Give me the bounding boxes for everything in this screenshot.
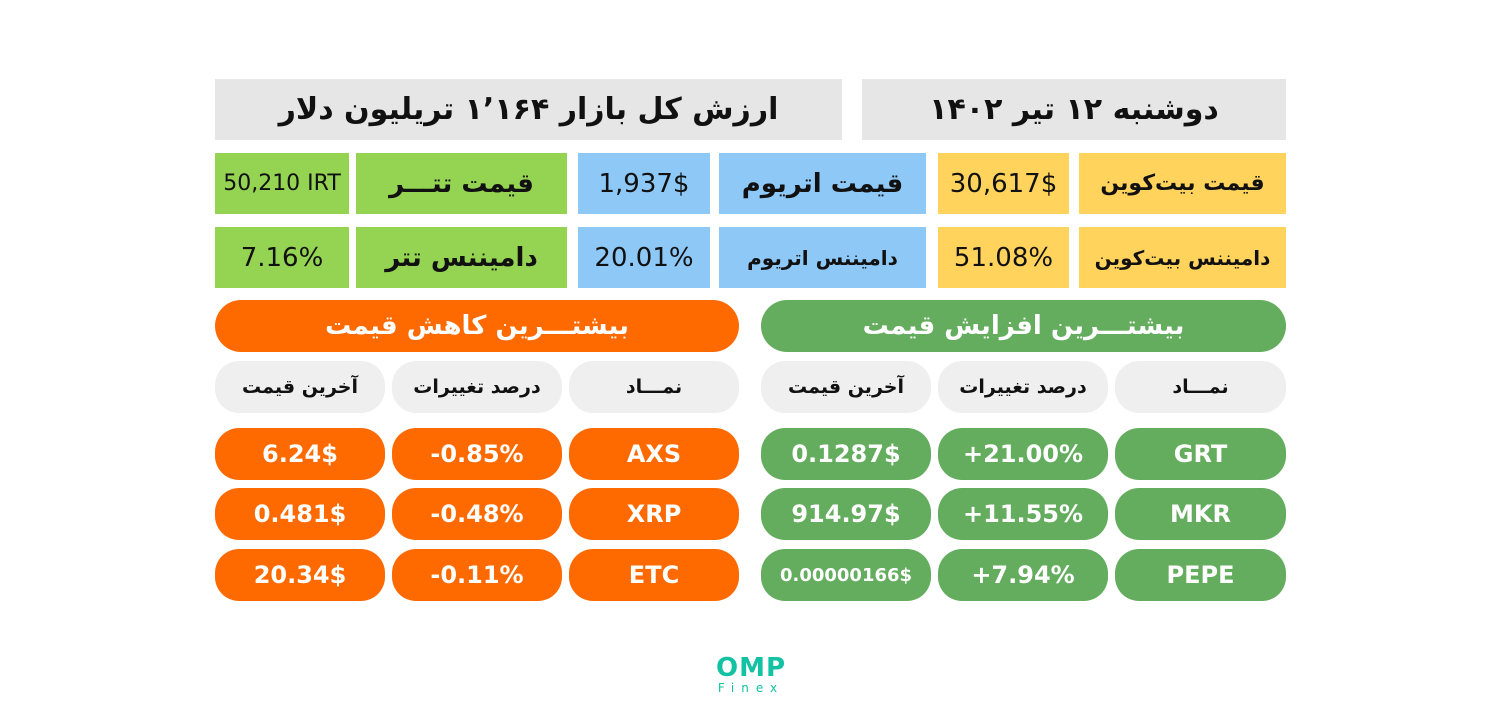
gainers-row-1-change: +21.00% [938,428,1108,480]
tether-dominance-label: دامیننس تتر [385,242,538,273]
losers-row-2-symbol-text: XRP [626,500,682,528]
gainers-row-1-price-text: 0.1287$ [791,440,901,468]
eth-price-value-box: 1,937$ [578,153,710,214]
logo-sub: Finex [717,681,785,695]
gainers-row-2-change-text: +11.55% [962,500,1084,528]
gainers-row-3-change-text: +7.94% [971,561,1075,589]
gainers-header-change-text: درصد تغییرات [959,376,1087,398]
losers-row-1-price: 6.24$ [215,428,385,480]
market-cap-header: ارزش کل بازار ۱٬۱۶۴ تریلیون دلار [215,79,842,140]
tether-price-label: قیمت تتـــر [389,168,534,199]
gainers-row-3-price: 0.00000166$ [761,549,931,601]
btc-dominance-value-box: 51.08% [938,227,1069,288]
eth-dominance-value: 20.01% [594,242,694,273]
eth-price-label-box: قیمت اتریوم [719,153,926,214]
losers-row-1-symbol-text: AXS [626,440,682,468]
losers-title: بیشتـــرین کاهش قیمت [215,300,739,352]
losers-row-1-change: -0.85% [392,428,562,480]
gainers-row-2-symbol: MKR [1115,488,1286,540]
gainers-row-3-price-text: 0.00000166$ [779,564,913,586]
losers-header-change: درصد تغییرات [392,361,562,413]
date-header: دوشنبه ۱۲ تیر ۱۴۰۲ [862,79,1286,140]
btc-dominance-label-box: دامیننس بیت‌کوین [1079,227,1286,288]
eth-dominance-label: دامیننس اتریوم [747,245,898,270]
losers-header-price-text: آخرین قیمت [242,376,358,398]
gainers-row-2-symbol-text: MKR [1170,500,1231,528]
gainers-row-3-change: +7.94% [938,549,1108,601]
eth-dominance-value-box: 20.01% [578,227,710,288]
losers-row-3-symbol: ETC [569,549,739,601]
gainers-title-text: بیشتـــرین افزایش قیمت [862,311,1185,341]
losers-row-2-symbol: XRP [569,488,739,540]
losers-header-symbol-text: نمـــاد [625,376,683,398]
gainers-row-1-change-text: +21.00% [962,440,1084,468]
tether-dominance-value: 7.16% [240,242,324,273]
losers-row-2-change: -0.48% [392,488,562,540]
losers-header-price: آخرین قیمت [215,361,385,413]
losers-row-1-change-text: -0.85% [430,440,524,468]
btc-price-value: 30,617$ [949,168,1058,199]
gainers-row-1-price: 0.1287$ [761,428,931,480]
losers-row-1-symbol: AXS [569,428,739,480]
btc-price-label-box: قیمت بیت‌کوین [1079,153,1286,214]
btc-price-label: قیمت بیت‌کوین [1100,171,1265,196]
losers-row-1-price-text: 6.24$ [262,440,338,468]
losers-row-2-price-text: 0.481$ [253,500,347,528]
losers-title-text: بیشتـــرین کاهش قیمت [325,311,629,341]
losers-header-change-text: درصد تغییرات [413,376,541,398]
gainers-row-3-symbol-text: PEPE [1166,561,1235,589]
gainers-row-1-symbol-text: GRT [1173,440,1228,468]
btc-price-value-box: 30,617$ [938,153,1069,214]
tether-dominance-label-box: دامیننس تتر [356,227,567,288]
gainers-row-2-price: 914.97$ [761,488,931,540]
date-text: دوشنبه ۱۲ تیر ۱۴۰۲ [929,92,1219,127]
gainers-header-symbol: نمـــاد [1115,361,1286,413]
gainers-header-change: درصد تغییرات [938,361,1108,413]
logo-name: OMP [715,653,787,683]
eth-price-value: 1,937$ [598,168,690,199]
losers-row-3-price: 20.34$ [215,549,385,601]
gainers-header-price: آخرین قیمت [761,361,931,413]
gainers-row-3-symbol: PEPE [1115,549,1286,601]
losers-row-3-change: -0.11% [392,549,562,601]
eth-dominance-label-box: دامیننس اتریوم [719,227,926,288]
gainers-title: بیشتـــرین افزایش قیمت [761,300,1286,352]
market-cap-text: ارزش کل بازار ۱٬۱۶۴ تریلیون دلار [278,92,779,127]
tether-price-value-box: 50,210 IRT [215,153,349,214]
tether-dominance-value-box: 7.16% [215,227,349,288]
btc-dominance-value: 51.08% [953,242,1054,273]
eth-price-label: قیمت اتریوم [741,168,904,199]
gainers-row-2-change: +11.55% [938,488,1108,540]
losers-row-3-change-text: -0.11% [430,561,524,589]
gainers-row-2-price-text: 914.97$ [791,500,901,528]
losers-row-2-change-text: -0.48% [430,500,524,528]
losers-header-symbol: نمـــاد [569,361,739,413]
tether-price-value: 50,210 IRT [223,171,341,196]
gainers-row-1-symbol: GRT [1115,428,1286,480]
losers-row-3-symbol-text: ETC [628,561,680,589]
omp-finex-logo: OMP Finex [712,655,790,695]
btc-dominance-label: دامیننس بیت‌کوین [1094,245,1271,270]
gainers-header-price-text: آخرین قیمت [788,376,904,398]
tether-price-label-box: قیمت تتـــر [356,153,567,214]
losers-row-3-price-text: 20.34$ [253,561,347,589]
losers-row-2-price: 0.481$ [215,488,385,540]
gainers-header-symbol-text: نمـــاد [1172,376,1229,398]
